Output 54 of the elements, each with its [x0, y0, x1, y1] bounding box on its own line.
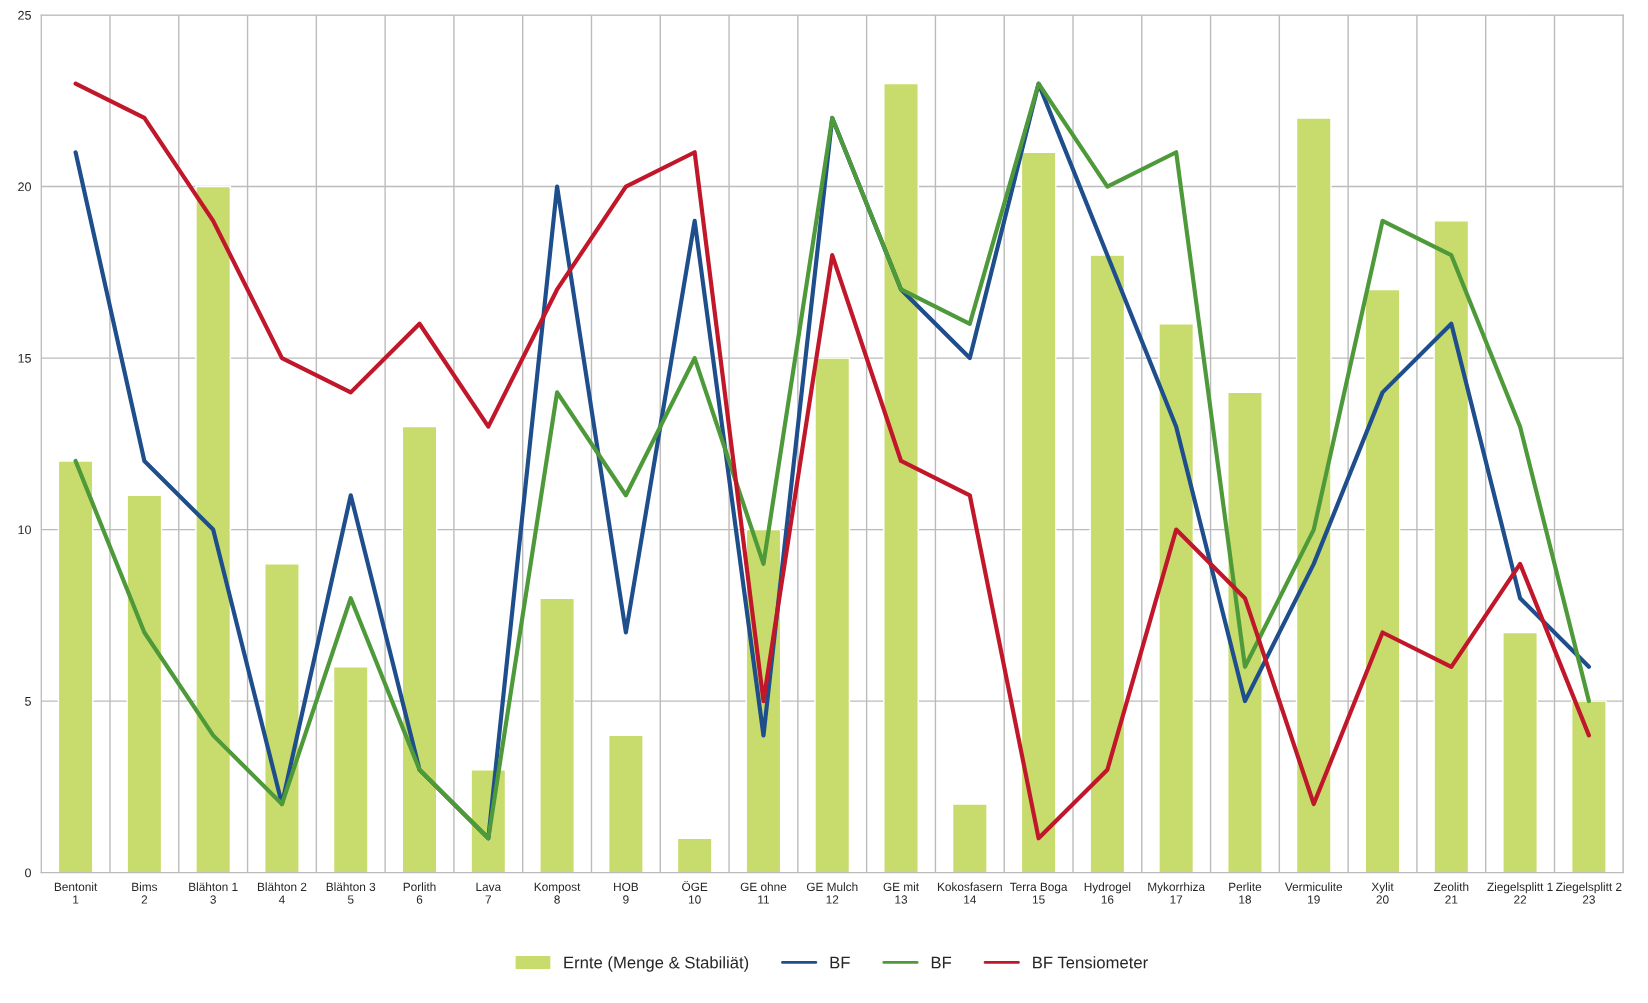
x-tick-label: Porlith 6	[403, 882, 436, 904]
x-tick-label: Terra Boga 15	[1009, 882, 1068, 904]
bar	[332, 666, 369, 873]
x-tick-label: Zeolith 21	[1433, 882, 1469, 904]
x-tick-label: Hydrogel 16	[1084, 882, 1131, 904]
legend-label: BF	[830, 956, 850, 969]
x-tick-label: Mykorrhiza 17	[1148, 882, 1206, 904]
x-tick-label: Lava 7	[476, 882, 502, 904]
y-tick-label: 20	[18, 182, 31, 192]
x-tick-label: Kokosfasern 14	[937, 882, 1002, 904]
y-tick-label: 5	[25, 697, 31, 706]
x-tick-label: Xylit 20	[1371, 882, 1394, 904]
x-tick-label: Blähton 3 5	[326, 882, 376, 904]
x-tick-label: Perlite 18	[1229, 882, 1262, 904]
bar	[814, 357, 851, 873]
y-tick-label: 15	[18, 354, 31, 363]
x-tick-label: Ziegelsplitt 1 22	[1487, 882, 1553, 904]
x-tick-label: Blähton 1 3	[189, 882, 238, 904]
x-tick-label: GE Mulch 12	[806, 882, 858, 904]
x-tick-label: ÖGE 10	[682, 881, 708, 904]
bar	[57, 460, 94, 873]
bar	[264, 563, 300, 873]
x-tick-label: Bims 2	[132, 882, 158, 904]
bar	[951, 803, 988, 873]
x-tick-label: Kompost 8	[534, 882, 581, 904]
x-tick-label: Blähton 2 4	[257, 882, 307, 904]
legend-label: Ernte (Menge & Stabiliät)	[564, 956, 749, 972]
bar	[539, 597, 575, 873]
bar	[1089, 254, 1126, 873]
bar	[1570, 700, 1607, 873]
x-tick-label: Bentonit 1	[54, 882, 98, 904]
y-tick-label: 0	[25, 868, 31, 878]
legend-label: BF	[931, 956, 952, 969]
bar	[1158, 323, 1195, 873]
x-tick-label: HOB 9	[614, 882, 639, 904]
bar	[195, 185, 232, 873]
bar	[1364, 288, 1401, 873]
bar	[1295, 117, 1332, 873]
bar	[1433, 220, 1470, 873]
x-tick-label: Ziegelsplitt 2 23	[1556, 882, 1622, 904]
x-tick-label: Vermiculite 19	[1284, 882, 1343, 904]
legend-label: BF Tensiometer	[1033, 956, 1148, 969]
bar	[1020, 151, 1057, 873]
bar	[1227, 391, 1263, 873]
bar	[607, 734, 644, 873]
bar	[1502, 631, 1538, 873]
bar	[401, 425, 438, 873]
bar	[883, 82, 919, 873]
y-tick-label: 10	[18, 525, 31, 535]
y-tick-label: 25	[18, 10, 31, 20]
x-tick-label: GE ohne 11	[740, 882, 787, 904]
x-tick-label: GE mit 13	[883, 882, 919, 904]
bar	[126, 494, 163, 873]
bar	[676, 837, 713, 873]
